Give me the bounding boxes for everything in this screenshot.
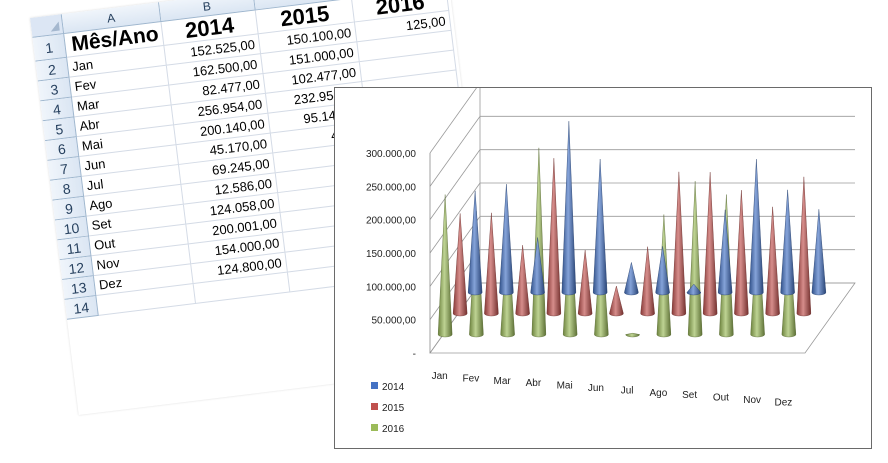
cone-body (624, 262, 639, 296)
cone-body (452, 213, 468, 317)
cone-body (467, 190, 483, 296)
legend-swatch (371, 382, 378, 389)
cone-body (702, 172, 718, 317)
cone-2014-Fev (499, 184, 514, 296)
cone-2014-Out (749, 159, 764, 296)
cone-2016-Jan (437, 194, 453, 338)
gridline-side (429, 182, 481, 254)
cone-body (687, 181, 703, 338)
cone-2015-Dez (796, 176, 812, 317)
y-tick-label: 50.000,00 (372, 316, 417, 327)
legend-label: 2015 (382, 403, 405, 414)
x-tick-label: Fev (463, 373, 480, 384)
x-tick-label: Abr (526, 378, 542, 389)
x-tick-label: Nov (743, 395, 761, 406)
cone-2016-Jul (625, 332, 640, 338)
x-tick-label: Jun (588, 383, 604, 394)
cone-2014-Set (717, 209, 733, 296)
cone-body (577, 250, 593, 317)
cone-body (531, 147, 547, 338)
select-all-triangle-icon (49, 21, 60, 32)
x-tick-label: Mar (494, 376, 512, 387)
cone-body (796, 176, 812, 317)
x-tick-label: Out (713, 393, 729, 404)
cone-2014-Mai (592, 159, 608, 296)
x-tick-label: Dez (774, 397, 792, 408)
y-tick-label: 150.000,00 (366, 249, 416, 260)
x-tick-label: Jul (621, 385, 634, 396)
cone-2014-Mar (530, 237, 545, 296)
x-tick-label: Set (682, 390, 697, 401)
cone-2014-Nov (780, 189, 795, 296)
chart-area[interactable]: - 50.000,00 100.000,00 150.000,00 200.000,00… (334, 87, 872, 449)
gridline-side (429, 88, 477, 154)
cone-body (437, 194, 453, 338)
legend-swatch (371, 403, 378, 410)
cone-body (749, 159, 764, 296)
cone-2015-Ago (671, 171, 687, 317)
cone-2014-Jul (655, 246, 670, 296)
cone-body (640, 246, 655, 317)
cone-body (484, 212, 499, 317)
legend-label: 2016 (382, 424, 405, 435)
cone-body (717, 209, 733, 296)
row-header[interactable]: 14 (64, 295, 99, 320)
cone-2016-Abr (531, 147, 547, 338)
cone-2015-Nov (765, 206, 780, 317)
cone-2014-Ago (686, 283, 702, 296)
y-tick-label: 250.000,00 (366, 182, 416, 193)
cone-2015-Jan (452, 213, 468, 317)
cone-body (499, 184, 514, 296)
cone-body (734, 190, 749, 317)
cone-2015-Jul (640, 246, 655, 317)
cone-2015-Mar (515, 245, 530, 317)
cone-body (530, 237, 545, 296)
cone-2014-Jun (624, 262, 639, 296)
cone-body (592, 159, 608, 296)
cones (437, 121, 827, 338)
x-tick-label: Jan (432, 371, 448, 382)
cone-body (609, 285, 624, 317)
cone-2015-Abr (546, 158, 562, 317)
x-tick-label: Ago (649, 388, 667, 399)
cone-2015-Fev (484, 212, 499, 317)
y-tick-label: - (413, 349, 416, 360)
cone-2015-Set (702, 172, 718, 317)
cone-body (811, 209, 827, 296)
legend: 2014 2015 2016 (371, 382, 405, 435)
cone-body (515, 245, 530, 317)
y-tick-label: 200.000,00 (366, 216, 416, 227)
y-tick-label: 300.000,00 (366, 149, 416, 160)
cone-2016-Set (687, 181, 703, 338)
cone-body (625, 332, 640, 338)
cone-body (655, 246, 670, 296)
cone-body (561, 121, 577, 296)
legend-label: 2014 (382, 382, 405, 393)
cone-body (765, 206, 780, 317)
cone-2015-Mai (577, 250, 593, 317)
cone-chart: - 50.000,00 100.000,00 150.000,00 200.000,00… (366, 88, 856, 435)
y-tick-label: 100.000,00 (366, 282, 416, 293)
cone-2014-Dez (811, 209, 827, 296)
gridline-side (429, 149, 481, 220)
legend-swatch (371, 424, 378, 431)
cone-2014-Jan (467, 190, 483, 296)
cone-2014-Abr (561, 121, 577, 296)
cone-body (671, 171, 687, 317)
cone-2015-Jun (609, 285, 624, 317)
cone-2015-Out (734, 190, 749, 317)
gridline-side (429, 216, 481, 287)
cone-body (686, 283, 702, 296)
gridline-side (429, 116, 481, 187)
cone-body (546, 158, 562, 317)
x-tick-label: Mai (557, 381, 573, 392)
cone-body (780, 189, 795, 296)
